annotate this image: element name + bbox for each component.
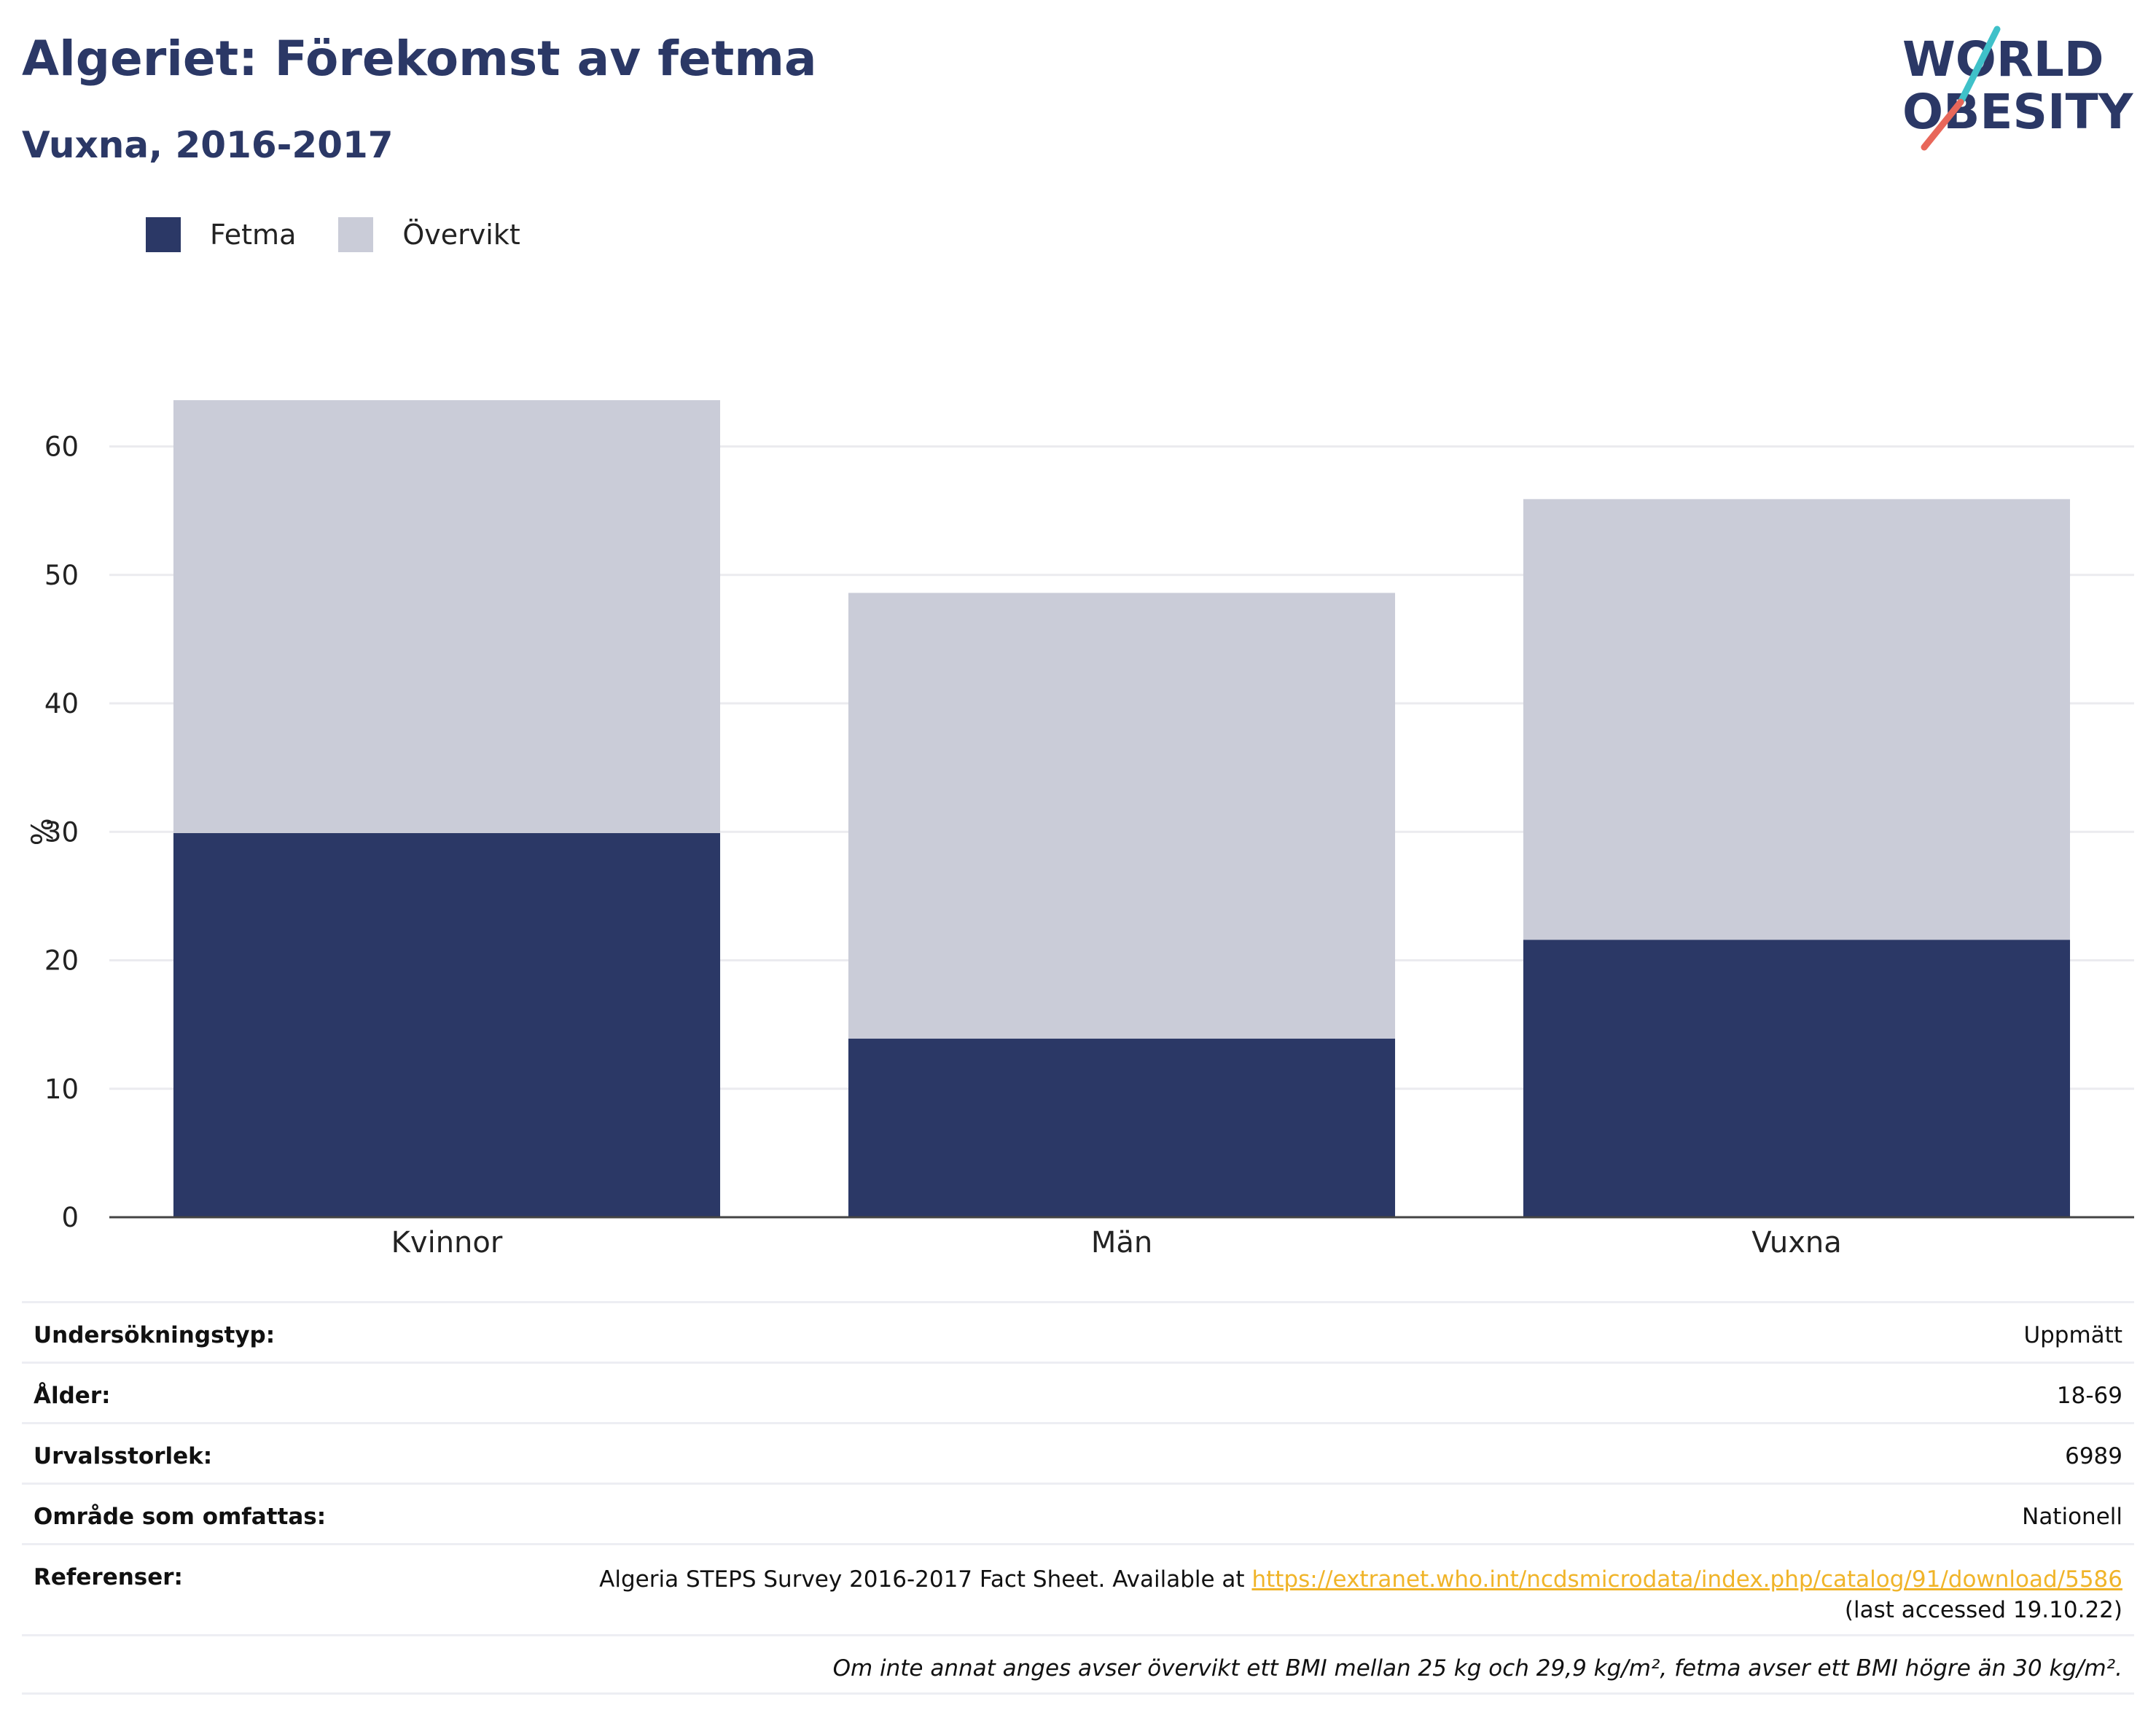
chart-legend: Fetma Övervikt [146,215,563,254]
info-row-area: Område som omfattas: Nationell [22,1483,2134,1543]
bar--vervikt-vuxna [1523,499,2071,940]
bmi-definition-note: Om inte annat anges avser övervikt ett B… [22,1634,2134,1695]
x-tick-label: Vuxna [1751,1226,1842,1260]
chart-subtitle: Vuxna, 2016-2017 [22,124,394,166]
y-tick-label: 60 [44,431,79,463]
y-tick-label: 40 [44,688,79,719]
bar-fetma-kvinnor [173,833,721,1217]
stacked-bar-chart: 0 10 20 30 40 50 60% Kvinnor Män Vuxna [26,400,2134,1260]
age-label: Ålder: [34,1383,111,1409]
bar--vervikt-kvinnor [173,400,721,834]
y-tick-label: 0 [61,1202,79,1233]
legend-swatch-fetma [146,217,181,252]
world-obesity-logo: WORLD OBESITY [1902,26,2134,151]
survey-info-table: Undersökningstyp: Uppmätt Ålder: 18-69 U… [22,1301,2134,1695]
sample-size-label: Urvalsstorlek: [34,1443,213,1469]
references-text: Algeria STEPS Survey 2016-2017 Fact Shee… [599,1566,1252,1593]
y-tick-label: 10 [44,1074,79,1105]
logo-slash-bottom [1921,98,1964,151]
legend-item-fetma[interactable]: Fetma [146,217,296,252]
sample-size-value: 6989 [2065,1443,2122,1469]
chart-title: Algeriet: Förekomst av fetma [22,31,817,87]
y-tick-label: 20 [44,945,79,977]
area-label: Område som omfattas: [34,1504,327,1530]
area-value: Nationell [2022,1504,2122,1530]
legend-item-overvikt[interactable]: Övervikt [338,217,520,252]
info-row-age: Ålder: 18-69 [22,1362,2134,1422]
legend-label-fetma: Fetma [210,219,297,251]
survey-type-value: Uppmätt [2023,1322,2122,1348]
age-value: 18-69 [2056,1383,2122,1409]
bar--vervikt-m-n [848,593,1396,1039]
references-label: Referenser: [34,1564,183,1590]
bar-fetma-vuxna [1523,940,2071,1217]
y-tick-label: 50 [44,560,79,591]
y-tick-label: 30 [44,816,79,848]
logo-line1: WORLD [1902,31,2104,87]
logo-slash-top [1957,26,2001,106]
bar-fetma-m-n [848,1039,1396,1217]
references-value: Algeria STEPS Survey 2016-2017 Fact Shee… [599,1564,2122,1625]
references-link[interactable]: https://extranet.who.int/ncdsmicrodata/i… [1251,1566,2122,1593]
legend-label-overvikt: Övervikt [402,219,520,251]
info-row-references: Referenser: Algeria STEPS Survey 2016-20… [22,1543,2134,1634]
x-tick-label: Män [1091,1226,1152,1260]
y-axis-label: % [26,818,60,845]
references-accessed: (last accessed 19.10.22) [1844,1597,2122,1623]
x-tick-label: Kvinnor [391,1226,503,1260]
info-row-survey-type: Undersökningstyp: Uppmätt [22,1301,2134,1362]
legend-swatch-overvikt [338,217,374,252]
info-row-sample-size: Urvalsstorlek: 6989 [22,1422,2134,1483]
survey-type-label: Undersökningstyp: [34,1322,276,1348]
